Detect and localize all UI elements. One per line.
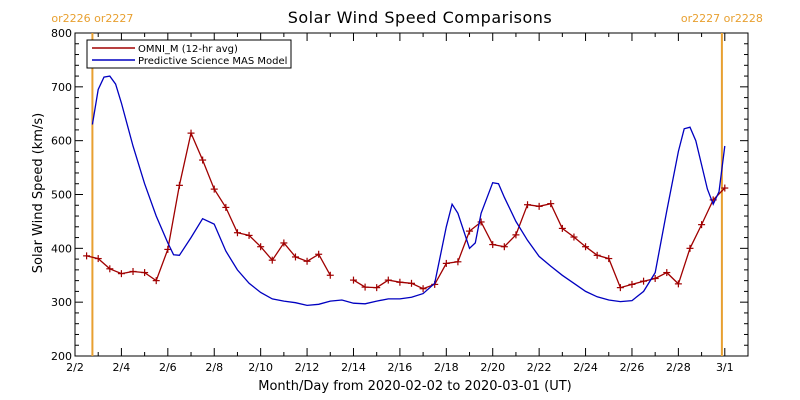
data-point xyxy=(361,283,369,291)
data-point xyxy=(419,285,427,293)
data-point xyxy=(454,258,462,266)
data-point xyxy=(396,278,404,286)
data-point xyxy=(512,231,520,239)
series-layer xyxy=(83,75,729,307)
data-point xyxy=(280,239,288,247)
data-point xyxy=(373,284,381,292)
data-point xyxy=(303,257,311,265)
data-point xyxy=(466,227,474,235)
x-tick-label: 2/2 xyxy=(66,361,84,374)
data-point xyxy=(640,277,648,285)
y-tick-label: 700 xyxy=(51,81,72,94)
data-point xyxy=(663,269,671,277)
data-point xyxy=(349,276,357,284)
y-tick-label: 200 xyxy=(51,350,72,363)
series-line-1 xyxy=(91,75,726,307)
data-point xyxy=(408,279,415,287)
x-tick-label: 2/16 xyxy=(388,361,413,374)
data-point xyxy=(233,229,241,237)
data-point xyxy=(117,270,125,278)
data-point xyxy=(164,245,172,253)
data-point xyxy=(616,284,624,292)
rotation-marker-label: or2227 or2228 xyxy=(681,12,763,25)
data-point xyxy=(152,277,160,285)
y-tick-label: 300 xyxy=(51,296,72,309)
data-point xyxy=(245,231,253,239)
data-point xyxy=(698,221,706,229)
y-tick-label: 400 xyxy=(51,242,72,255)
data-point xyxy=(686,244,694,252)
x-tick-label: 2/14 xyxy=(341,361,366,374)
data-point xyxy=(315,250,323,258)
data-point xyxy=(175,181,183,189)
data-point xyxy=(500,243,508,251)
data-point xyxy=(674,280,682,288)
data-point xyxy=(605,255,613,263)
x-tick-label: 2/18 xyxy=(434,361,459,374)
data-point xyxy=(106,265,114,273)
data-point xyxy=(326,271,334,279)
rotation-marker-label: or2226 or2227 xyxy=(51,12,133,25)
y-tick-label: 600 xyxy=(51,135,72,148)
x-tick-label: 3/1 xyxy=(716,361,734,374)
data-point xyxy=(721,184,729,192)
x-axis-label: Month/Day from 2020-02-02 to 2020-03-01 … xyxy=(258,379,571,394)
data-point xyxy=(222,203,230,211)
x-tick-label: 2/8 xyxy=(205,361,223,374)
y-tick-label: 800 xyxy=(51,27,72,40)
plot-frame xyxy=(74,32,749,357)
axes-layer: 200 300 400 500 600 700 800 2/2 2/4 2/6 2/8 2/10 2/1… xyxy=(51,27,749,374)
data-point xyxy=(268,256,276,264)
data-point xyxy=(628,280,636,288)
y-axis-label: Solar Wind Speed (km/s) xyxy=(31,113,46,273)
data-point xyxy=(129,267,137,275)
data-point xyxy=(257,243,265,251)
x-tick-label: 2/24 xyxy=(573,361,598,374)
data-point xyxy=(535,202,543,210)
rotation-markers: or2226 or2227 or2227 or2228 xyxy=(51,12,763,356)
x-tick-label: 2/4 xyxy=(113,361,131,374)
data-point xyxy=(291,253,299,261)
x-tick-label: 2/12 xyxy=(295,361,320,374)
data-point xyxy=(141,269,149,277)
x-tick-label: 2/6 xyxy=(159,361,177,374)
data-point xyxy=(187,129,195,137)
data-point xyxy=(442,259,450,267)
chart-title: Solar Wind Speed Comparisons xyxy=(288,8,553,27)
x-tick-label: 2/26 xyxy=(620,361,645,374)
data-point xyxy=(83,252,91,260)
series-line-0 xyxy=(86,130,331,282)
data-point xyxy=(570,233,578,241)
x-tick-label: 2/10 xyxy=(248,361,273,374)
legend-entry: Predictive Science MAS Model xyxy=(138,56,287,67)
data-point xyxy=(651,274,659,282)
data-point xyxy=(593,251,601,259)
legend-box xyxy=(86,39,292,69)
data-point xyxy=(199,156,207,164)
data-point xyxy=(582,243,590,251)
data-point xyxy=(94,255,102,263)
x-tick-label: 2/28 xyxy=(666,361,691,374)
x-tick-label: 2/20 xyxy=(480,361,505,374)
data-point xyxy=(524,201,532,209)
data-point xyxy=(558,224,566,232)
y-tick-label: 500 xyxy=(51,189,72,202)
data-point xyxy=(547,200,555,208)
data-point xyxy=(489,241,497,249)
legend: OMNI_M (12-hr avg)Predictive Science MAS… xyxy=(86,39,292,69)
x-tick-label: 2/22 xyxy=(527,361,552,374)
data-point xyxy=(384,276,392,284)
data-point xyxy=(210,185,218,193)
legend-entry: OMNI_M (12-hr avg) xyxy=(138,44,238,55)
